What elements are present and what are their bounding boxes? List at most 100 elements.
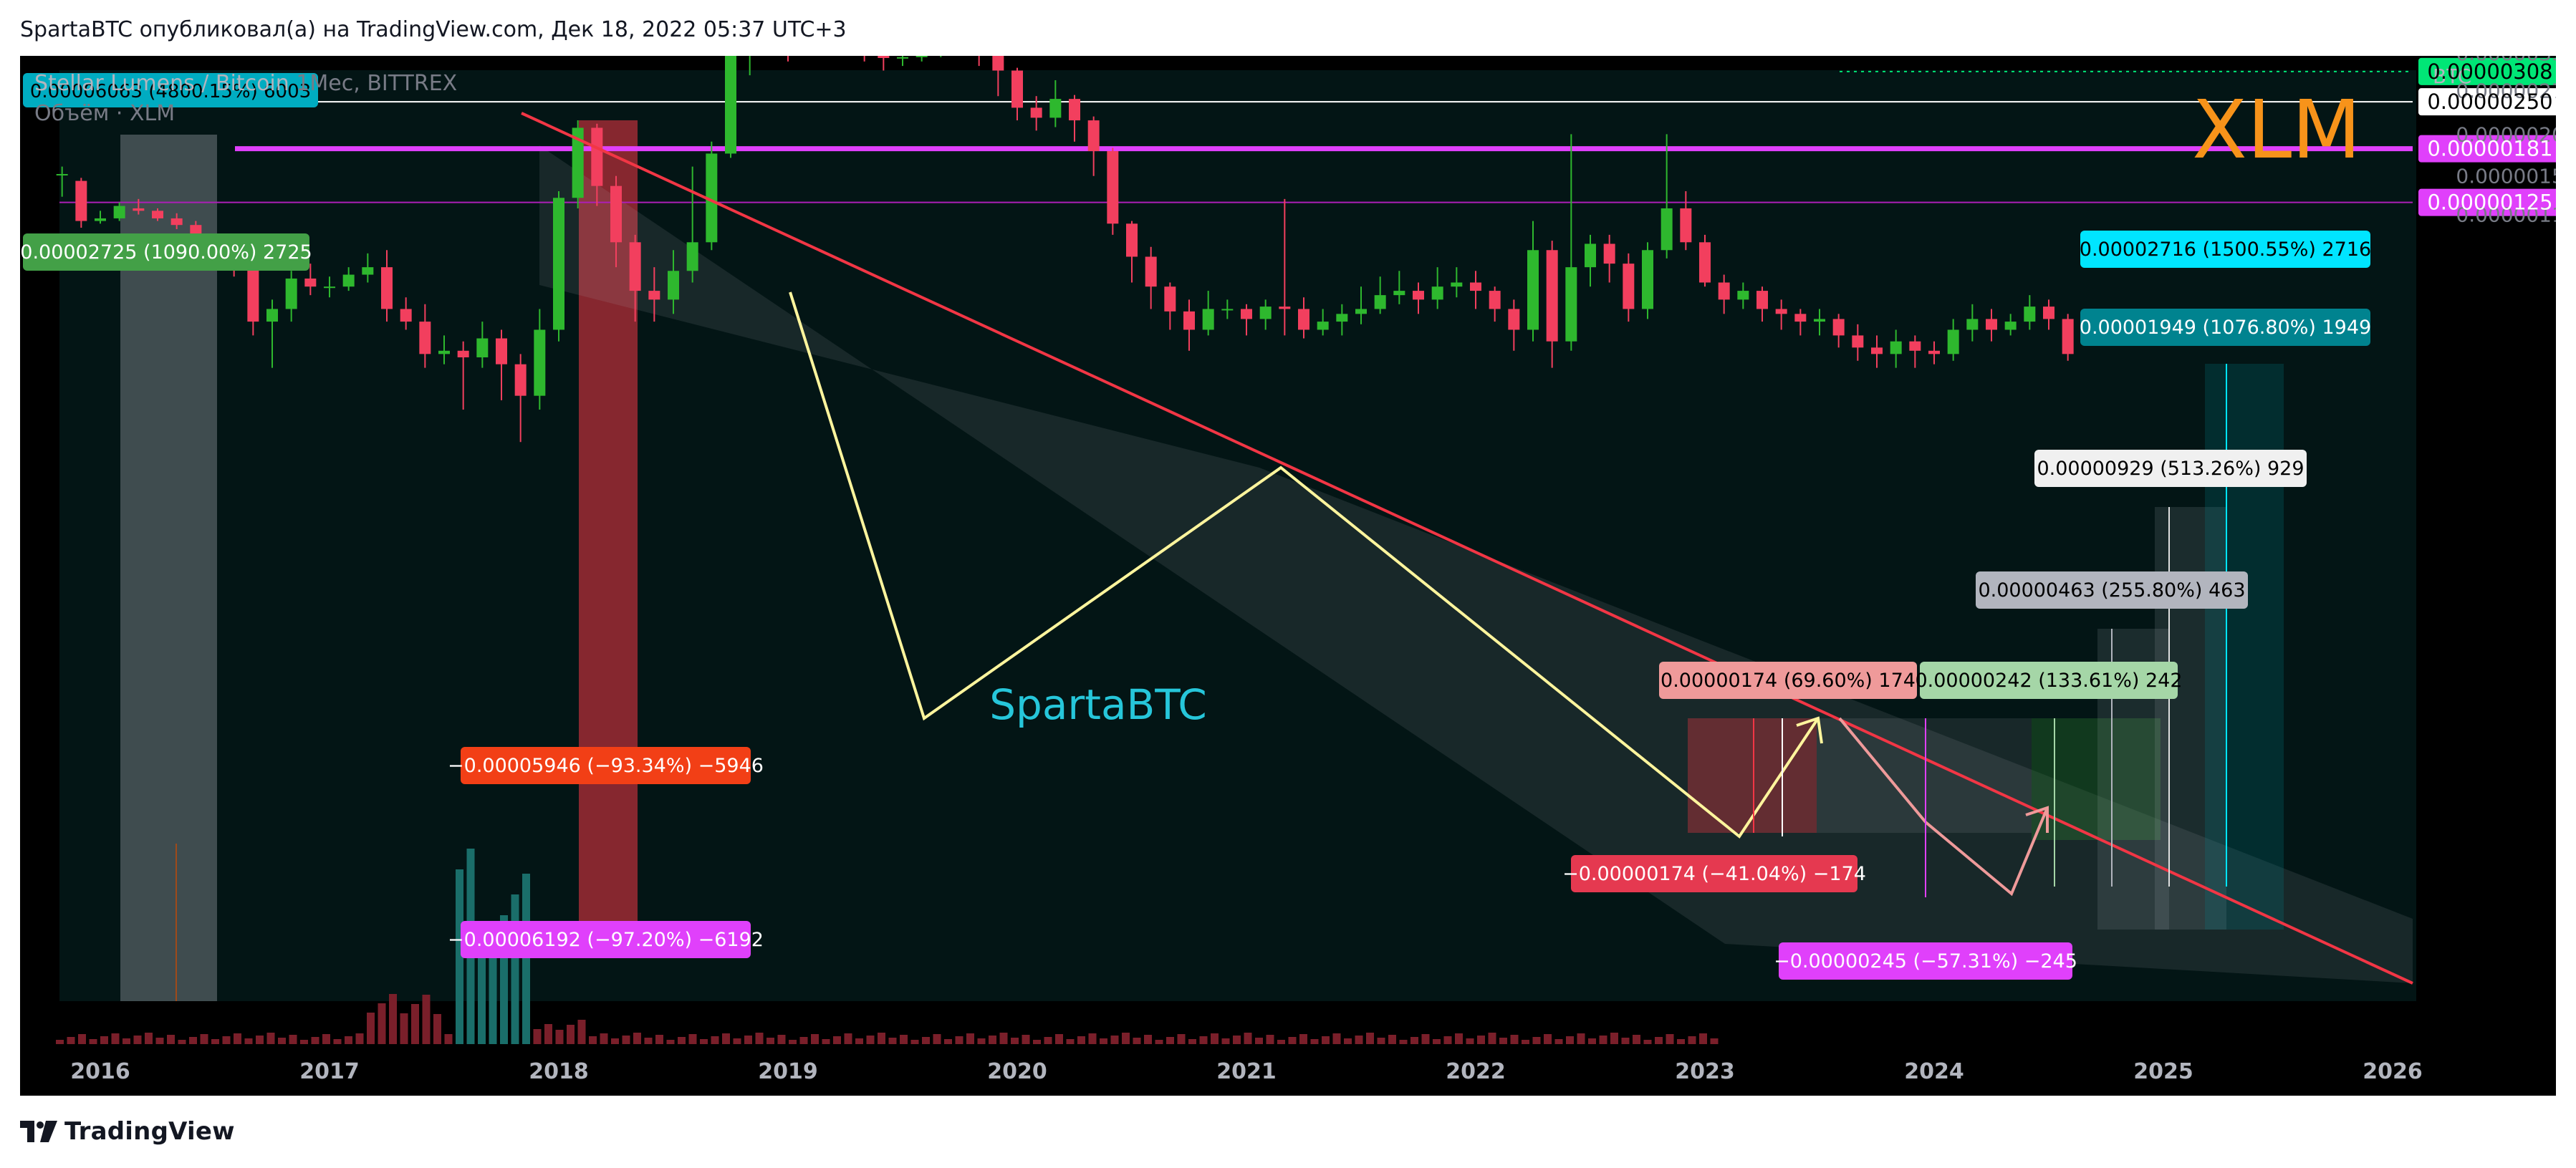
volume-bar [666,1040,675,1044]
volume-bar [234,1033,241,1044]
candle-body [1336,314,1348,322]
volume-bar [522,874,530,1044]
measurement-label-text: 0.00000174 (69.60%) 174 [1661,670,1916,692]
volume-bar [1499,1038,1507,1044]
volume-bar [1055,1034,1063,1044]
volume-bar [700,1039,708,1044]
candle-body [152,211,163,218]
volume-bar [1366,1033,1374,1044]
volume-bar [256,1036,264,1044]
candle-body [1030,107,1042,118]
candle-body [1221,309,1234,311]
candle-body [878,56,890,59]
volume-bar [1421,1034,1430,1044]
candle-body [133,208,145,211]
volume-bar [555,1030,564,1044]
candle-body [2043,307,2054,319]
volume-bar [411,1004,419,1044]
volume-bar [378,1003,386,1044]
candle-body [1298,309,1309,330]
volume-bar [922,1037,930,1044]
volume-bar [1566,1036,1574,1044]
volume-bar [711,1036,719,1044]
candle-body [668,271,679,300]
legend-symbol[interactable]: Stellar Lumens / Bitcoin [34,71,289,96]
candle-body [56,174,68,176]
time-axis-tick: 2024 [1904,1059,1964,1084]
volume-bar [1466,1038,1474,1044]
volume-bar [1344,1038,1352,1044]
measurement-label-text: 0.00002716 (1500.55%) 2716 [2080,238,2371,261]
candle-body [1756,291,1768,309]
price-level-badge [2418,135,2556,163]
measurement-label: 0.00002716 (1500.55%) 2716 [2080,231,2371,268]
volume-bar [1299,1034,1307,1044]
time-axis-tick: 2020 [987,1059,1047,1084]
candle-body [1986,319,1997,330]
price-chart[interactable]: 0.00000115 0.00000150 0.00000200 0.00000270… [20,56,2556,1096]
price-axis-tick: 0.00000115 [2456,203,2556,227]
candle-body [1680,208,1692,243]
measurement-label: 0.00000929 (513.26%) 929 [2034,450,2307,487]
candle-body [95,218,106,221]
measurement-label: 0.00002725 (1090.00%) 2725 [20,233,312,271]
volume-bar [1144,1035,1152,1044]
measurement-label-box [1659,662,1917,699]
time-axis-tick: 2016 [70,1059,130,1084]
candle-body [1317,322,1329,330]
price-level-badge-text: 0.00000125 [2427,190,2552,215]
footer: TradingView [20,1111,235,1152]
volume-bar [822,1039,830,1044]
volume-bar [1255,1038,1263,1044]
chart-area[interactable]: 0.00000115 0.00000150 0.00000200 0.00000270… [20,56,2556,1096]
candle-body [285,278,297,309]
candle-body [1413,291,1424,300]
volume-bar [833,1036,841,1044]
candle-body [1737,291,1749,300]
volume-bar [1399,1040,1408,1044]
volume-bar [78,1034,86,1044]
volume-bar [989,1036,996,1044]
publisher-header: SpartaBTC опубликовал(а) на TradingView.… [20,10,847,50]
candle-body [1164,286,1176,312]
volume-bar [933,1034,941,1044]
measurement-label-text: 0.00000929 (513.26%) 929 [2037,458,2304,480]
candle-body [1241,309,1252,319]
candle-body [1871,347,1883,354]
volume-bar [1621,1038,1630,1044]
volume-bar [1577,1033,1585,1044]
channel-fill [539,145,2413,983]
volume-bar [777,1035,786,1044]
candle-body [1775,309,1787,314]
volume-bar [1532,1037,1541,1044]
volume-bar [1133,1038,1141,1044]
volume-bar [133,1036,142,1044]
publisher-line: SpartaBTC опубликовал(а) на TradingView.… [20,17,847,42]
measurement-label-text: −0.00006192 (−97.20%) −6192 [448,929,764,951]
volume-bar [688,1034,697,1044]
volume-bar [1221,1038,1230,1044]
measurement-label-text: 0.00000242 (133.61%) 242 [1915,670,2182,692]
candle-body [2024,307,2036,322]
volume-bar [633,1033,641,1044]
volume-bar [489,936,497,1044]
price-level-badge [2418,57,2556,85]
candle-body [1145,256,1157,287]
legend-volume[interactable]: Объём · XLM [34,101,176,126]
volume-bar [722,1033,730,1044]
measurement-label-box [461,747,751,784]
volume-bar [1288,1037,1297,1044]
candle-body [1279,307,1291,309]
volume-bar [766,1038,774,1044]
tradingview-brand[interactable]: TradingView [64,1117,235,1146]
volume-bar [1266,1035,1274,1044]
legend-price-badge [23,73,318,107]
volume-bar [311,1037,319,1044]
volume-bar [1077,1036,1085,1044]
measurement-label-text: −0.00000245 (−57.31%) −245 [1774,950,2077,972]
volume-bar [589,1036,597,1044]
price-level-badge [2418,188,2556,216]
candle-body [915,56,928,57]
candle-body [457,350,469,357]
measurement-label-text: 0.00001949 (1076.80%) 1949 [2080,317,2371,339]
